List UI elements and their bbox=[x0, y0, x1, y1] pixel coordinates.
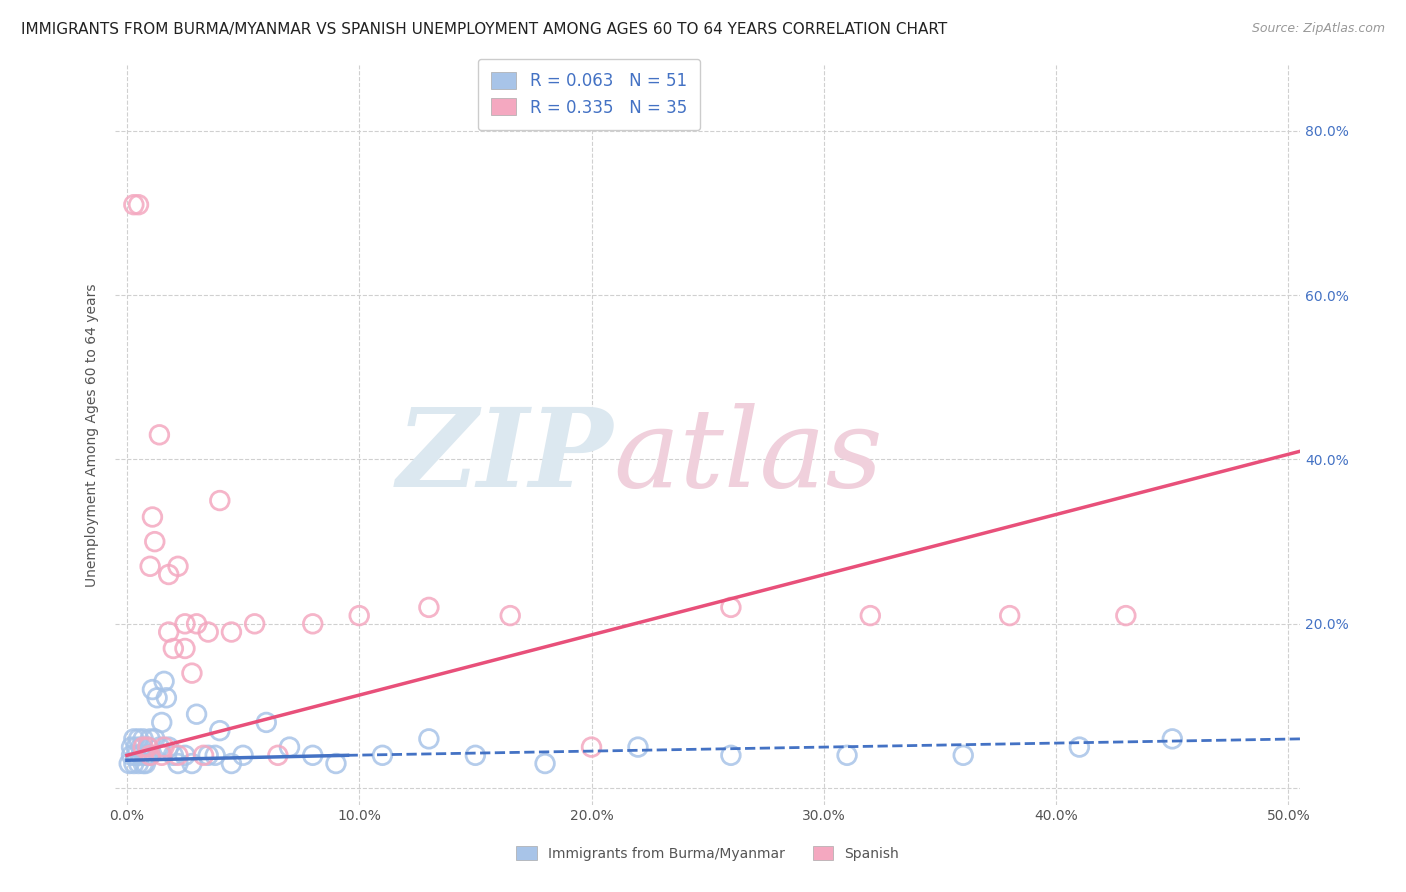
Text: Source: ZipAtlas.com: Source: ZipAtlas.com bbox=[1251, 22, 1385, 36]
Point bbox=[627, 740, 650, 755]
Point bbox=[720, 748, 742, 763]
Point bbox=[128, 756, 150, 771]
Point bbox=[181, 666, 204, 681]
Point bbox=[128, 731, 150, 746]
Point bbox=[534, 756, 557, 771]
Point bbox=[278, 740, 301, 755]
Point bbox=[1115, 608, 1137, 623]
Point bbox=[952, 748, 974, 763]
Point bbox=[301, 616, 323, 631]
Point bbox=[150, 715, 173, 730]
Point bbox=[174, 641, 197, 656]
Point bbox=[153, 674, 176, 689]
Point bbox=[418, 731, 440, 746]
Point bbox=[167, 748, 190, 763]
Point bbox=[581, 740, 603, 755]
Y-axis label: Unemployment Among Ages 60 to 64 years: Unemployment Among Ages 60 to 64 years bbox=[86, 283, 100, 587]
Point bbox=[301, 748, 323, 763]
Point bbox=[150, 748, 173, 763]
Point bbox=[134, 748, 156, 763]
Point bbox=[418, 600, 440, 615]
Point bbox=[181, 756, 204, 771]
Point bbox=[221, 756, 243, 771]
Point bbox=[347, 608, 370, 623]
Point bbox=[208, 493, 231, 508]
Point bbox=[167, 559, 190, 574]
Point bbox=[998, 608, 1021, 623]
Text: IMMIGRANTS FROM BURMA/MYANMAR VS SPANISH UNEMPLOYMENT AMONG AGES 60 TO 64 YEARS : IMMIGRANTS FROM BURMA/MYANMAR VS SPANISH… bbox=[21, 22, 948, 37]
Point bbox=[208, 723, 231, 738]
Point bbox=[132, 756, 155, 771]
Point bbox=[122, 731, 145, 746]
Point bbox=[162, 748, 184, 763]
Point bbox=[859, 608, 882, 623]
Point bbox=[118, 756, 141, 771]
Point bbox=[129, 740, 152, 755]
Point bbox=[139, 748, 162, 763]
Point bbox=[464, 748, 486, 763]
Point bbox=[157, 625, 180, 640]
Point bbox=[243, 616, 266, 631]
Point bbox=[254, 715, 277, 730]
Point bbox=[157, 740, 180, 755]
Point bbox=[125, 748, 148, 763]
Point bbox=[143, 731, 166, 746]
Point bbox=[136, 740, 159, 755]
Text: ZIP: ZIP bbox=[396, 403, 613, 511]
Point bbox=[193, 748, 215, 763]
Point bbox=[136, 748, 159, 763]
Point bbox=[371, 748, 394, 763]
Point bbox=[499, 608, 522, 623]
Point bbox=[232, 748, 254, 763]
Point bbox=[186, 707, 208, 722]
Text: atlas: atlas bbox=[613, 403, 883, 511]
Point bbox=[1161, 731, 1184, 746]
Point bbox=[1069, 740, 1091, 755]
Point bbox=[122, 197, 145, 211]
Point bbox=[148, 427, 170, 442]
Point bbox=[325, 756, 347, 771]
Point bbox=[141, 510, 163, 524]
Point bbox=[132, 731, 155, 746]
Point bbox=[162, 641, 184, 656]
Point bbox=[174, 616, 197, 631]
Point bbox=[121, 740, 143, 755]
Point bbox=[128, 197, 150, 211]
Point bbox=[121, 748, 143, 763]
Point bbox=[157, 567, 180, 582]
Point bbox=[139, 731, 162, 746]
Legend: R = 0.063   N = 51, R = 0.335   N = 35: R = 0.063 N = 51, R = 0.335 N = 35 bbox=[478, 59, 700, 130]
Point bbox=[720, 600, 742, 615]
Point bbox=[153, 740, 176, 755]
Point bbox=[146, 690, 169, 705]
Point bbox=[186, 616, 208, 631]
Point bbox=[132, 740, 155, 755]
Point bbox=[122, 756, 145, 771]
Point bbox=[148, 740, 170, 755]
Point bbox=[267, 748, 290, 763]
Point bbox=[125, 740, 148, 755]
Point bbox=[221, 625, 243, 640]
Point bbox=[155, 690, 177, 705]
Point bbox=[197, 625, 219, 640]
Point bbox=[167, 756, 190, 771]
Point bbox=[197, 748, 219, 763]
Point bbox=[174, 748, 197, 763]
Point bbox=[139, 748, 162, 763]
Point bbox=[204, 748, 226, 763]
Point bbox=[136, 740, 159, 755]
Point bbox=[143, 534, 166, 549]
Point bbox=[835, 748, 858, 763]
Point bbox=[139, 559, 162, 574]
Point bbox=[141, 682, 163, 697]
Point bbox=[129, 748, 152, 763]
Point bbox=[134, 756, 156, 771]
